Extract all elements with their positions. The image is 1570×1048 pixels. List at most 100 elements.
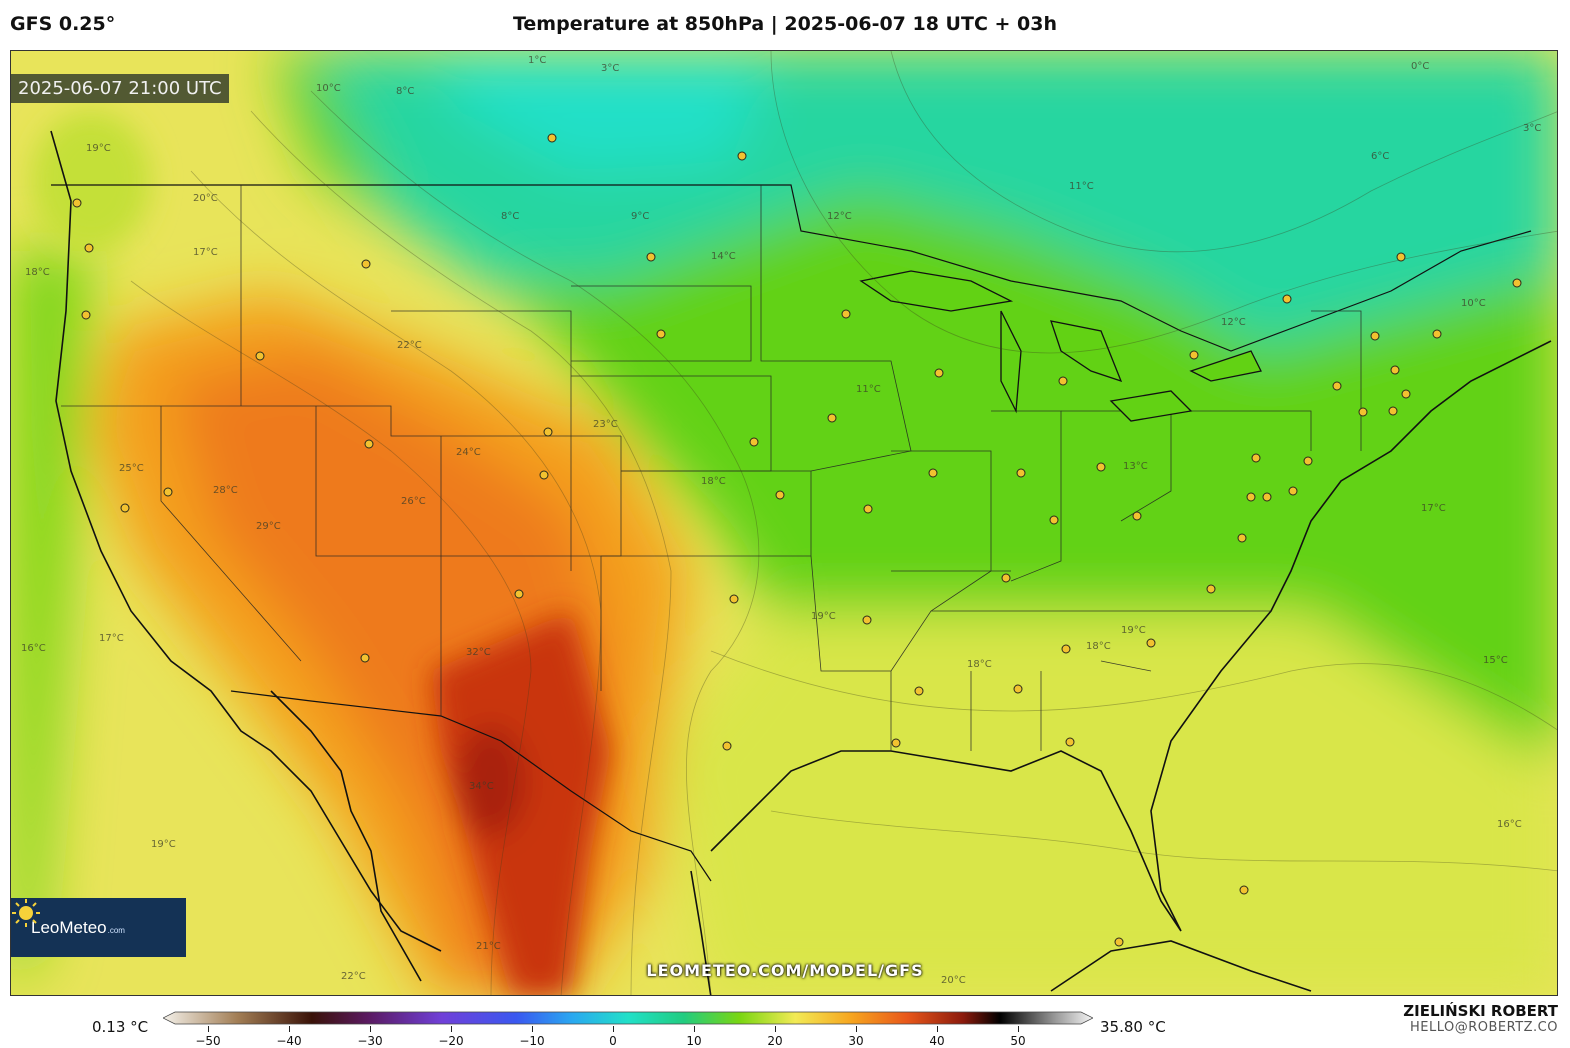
city-marker [1370,331,1380,341]
isotherm-label: 0°C [1411,61,1430,72]
west-green [11,251,91,995]
city-marker [514,589,524,599]
isotherm-label: 10°C [316,83,341,94]
colorbar-tick-line [1018,1026,1019,1032]
city-marker [547,133,557,143]
city-marker [1061,644,1071,654]
city-marker [1189,350,1199,360]
city-marker [722,741,732,751]
isotherm-label: 26°C [401,496,426,507]
isotherm-label: 18°C [967,659,992,670]
city-marker [928,468,938,478]
city-marker [1016,468,1026,478]
colorbar-tick-line [208,1026,209,1032]
isotherm-label: 28°C [213,485,238,496]
city-marker [72,198,82,208]
colorbar-tick: 10 [686,1034,702,1048]
author-name: ZIELIŃSKI ROBERT [1403,1002,1558,1020]
isotherm-label: 18°C [25,267,50,278]
city-marker [1001,573,1011,583]
valid-time-badge: 2025-06-07 21:00 UTC [11,74,229,103]
isotherm-label: 15°C [1483,655,1508,666]
isotherm-label: 17°C [1421,503,1446,514]
city-marker [891,738,901,748]
city-marker [934,368,944,378]
isotherm-label: 1°C [528,55,547,66]
author-email: HELLO@ROBERTZ.CO [1409,1020,1558,1035]
isotherm-label: 10°C [1461,298,1486,309]
colorbar-tick: 40 [929,1034,945,1048]
colorbar-tick-line [775,1026,776,1032]
isotherm-label: 29°C [256,521,281,532]
logo-suffix: .com [107,925,125,935]
city-marker [1096,462,1106,472]
isotherm-label: 8°C [396,86,415,97]
colorbar-tick: −20 [438,1034,464,1048]
model-label: GFS 0.25° [10,13,116,35]
us-canada-border [51,184,1532,352]
city-marker [1388,406,1398,416]
isotherm-label: 20°C [941,975,966,986]
us-mexico-border [230,690,712,882]
colorbar-tick-line [451,1026,452,1032]
isotherm-label: 22°C [341,971,366,982]
city-marker [841,309,851,319]
city-marker [914,686,924,696]
city-marker [1049,515,1059,525]
city-marker [1239,885,1249,895]
sun-icon [12,899,40,927]
colorbar-max-label: 35.80 °C [1100,1018,1166,1036]
state-borders [61,185,1362,751]
isotherm-label: 23°C [593,419,618,430]
southeast-yellow [661,611,1557,995]
city-marker [749,437,759,447]
isotherm-label: 20°C [193,193,218,204]
colorbar-tick: 0 [609,1034,617,1048]
city-marker [1512,278,1522,288]
isotherm-label: 25°C [119,463,144,474]
colorbar-tick: −10 [519,1034,545,1048]
city-marker [1013,684,1023,694]
isotherm-label: 22°C [397,340,422,351]
isotherm-label: 9°C [631,211,650,222]
city-marker [775,490,785,500]
temperature-map: 1°C 3°C 0°C 8°C 10°C 19°C 20°C 17°C 18°C… [10,50,1558,996]
isotherm-label: 18°C [701,476,726,487]
temperature-field [11,51,1557,995]
city-marker [1282,294,1292,304]
city-marker [1058,376,1068,386]
isotherm-label: 6°C [1371,151,1390,162]
city-marker [1237,533,1247,543]
city-marker [84,243,94,253]
city-marker [1432,329,1442,339]
city-marker [1390,365,1400,375]
colorbar-min-label: 0.13 °C [92,1018,149,1036]
isotherm-label: 18°C [1086,641,1111,652]
isotherm-label: 12°C [827,211,852,222]
colorbar-tick-line [613,1026,614,1032]
city-marker [81,310,91,320]
city-marker [360,653,370,663]
cold-core [431,51,771,171]
coastlines [50,130,1552,995]
city-marker [729,594,739,604]
isotherm-label: 16°C [1497,819,1522,830]
isotherm-label: 8°C [501,211,520,222]
gulf-atlantic-coast [710,340,1552,932]
isotherm-label: 3°C [601,63,620,74]
cuba-outline [1050,940,1312,992]
leometeo-logo: LeoMeteo .com [11,898,186,957]
city-marker [1288,486,1298,496]
city-marker [120,503,130,513]
colorbar-tick: 20 [767,1034,783,1048]
isotherm-label: 17°C [99,633,124,644]
colorbar-tick-line [856,1026,857,1032]
isotherm-label: 19°C [1121,625,1146,636]
city-marker [737,151,747,161]
great-lakes [859,270,1262,422]
hot-spot [456,726,526,836]
isotherm-label: 12°C [1221,317,1246,328]
baja-coast [270,690,422,982]
city-marker [1262,492,1272,502]
city-marker [1303,456,1313,466]
